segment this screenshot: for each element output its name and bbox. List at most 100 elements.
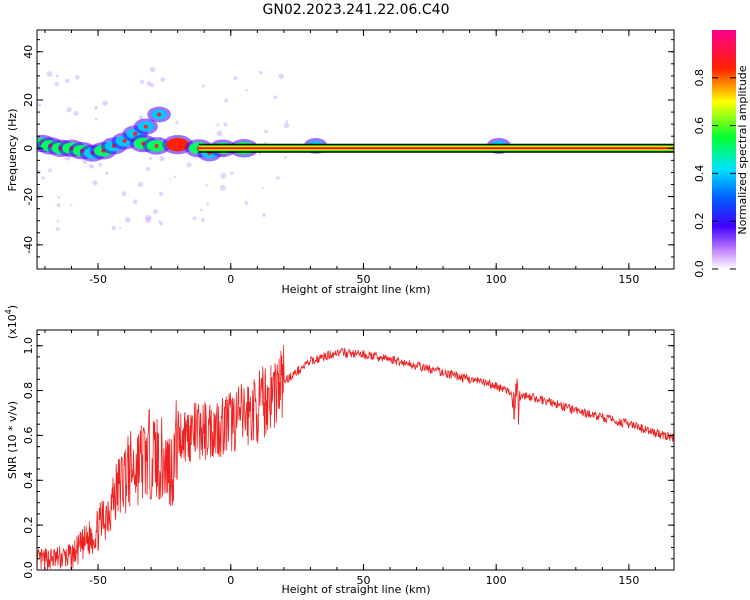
noise-speck	[46, 71, 53, 78]
colorbar: 0.0 0.2 0.4 0.6 0.8 Normalized spectral ampl…	[693, 30, 749, 278]
noise-speck	[55, 74, 59, 78]
snr-series-line	[37, 345, 674, 570]
noise-speck	[278, 73, 284, 79]
noise-speck	[56, 203, 61, 208]
noise-speck	[219, 184, 226, 191]
colorbar-ticks: 0.0 0.2 0.4 0.6 0.8	[693, 69, 736, 278]
colorbar-tick-label: 0.0	[693, 260, 706, 278]
noise-speck	[138, 182, 144, 188]
noise-speck	[223, 122, 228, 127]
noise-speck	[98, 162, 103, 167]
snr-scale-exponent: 4	[4, 309, 13, 314]
y-tick-label: 20	[22, 93, 35, 107]
x-tick-label: 50	[356, 574, 370, 587]
spectral-blob-core	[154, 143, 159, 148]
noise-speck	[124, 216, 131, 223]
x-tick-label: -50	[89, 574, 107, 587]
snr-y-label: SNR (10 * v/v)	[6, 401, 19, 479]
y-tick-label: 0.6	[22, 427, 35, 445]
x-tick-label: 0	[227, 574, 234, 587]
noise-speck	[216, 130, 223, 137]
x-tick-label: 0	[227, 273, 234, 286]
x-tick-label: 100	[486, 574, 507, 587]
snr-frame	[36, 329, 675, 571]
noise-speck	[121, 191, 127, 197]
x-tick-label: -50	[89, 273, 107, 286]
noise-speck	[216, 123, 220, 127]
noise-speck	[224, 98, 229, 103]
y-tick-label: -20	[22, 188, 35, 206]
snr-y-ticks: 0.0 0.2 0.4 0.6 0.8 1.0	[22, 333, 674, 579]
spectrogram-x-ticks: -50 0 50 100 150	[44, 30, 656, 286]
spectral-blob-core	[133, 131, 138, 136]
noise-speck	[284, 156, 287, 159]
x-tick-label: 50	[356, 273, 370, 286]
x-tick-label: 100	[486, 273, 507, 286]
spectrogram-frame	[36, 29, 675, 270]
noise-speck	[70, 203, 73, 206]
noise-speck	[104, 171, 109, 175]
noise-speck	[192, 216, 197, 221]
snr-scale-label: (x104)	[4, 305, 19, 339]
noise-speck	[158, 191, 164, 197]
colorbar-gradient	[712, 30, 736, 269]
noise-speck	[41, 176, 45, 180]
colorbar-tick-label: 0.8	[693, 69, 706, 87]
noise-speck	[245, 88, 248, 92]
y-tick-label: 0	[22, 145, 35, 152]
y-tick-label: 40	[22, 45, 35, 59]
noise-speck	[55, 227, 60, 232]
spectrogram-y-label: Frequency (Hz)	[6, 109, 19, 192]
snr-x-ticks: -50 0 50 100 150	[44, 330, 656, 587]
noise-speck	[261, 187, 265, 190]
noise-speck	[175, 120, 179, 125]
noise-speck	[145, 217, 151, 223]
noise-speck	[233, 76, 238, 81]
y-tick-label: 0.0	[22, 561, 35, 579]
noise-speck	[92, 180, 98, 186]
noise-speck	[149, 66, 156, 73]
noise-speck	[202, 84, 205, 88]
noise-speck	[102, 100, 108, 106]
noise-speck	[73, 110, 79, 116]
noise-speck	[169, 178, 172, 181]
colorbar-tick-label: 0.2	[693, 212, 706, 230]
noise-speck	[146, 81, 152, 87]
noise-speck	[244, 200, 249, 205]
noise-speck	[119, 227, 122, 230]
noise-speck	[173, 175, 177, 179]
noise-speck	[94, 117, 98, 121]
noise-speck	[145, 166, 150, 172]
noise-speck	[57, 195, 60, 199]
noise-speck	[159, 155, 165, 162]
noise-speck	[37, 103, 42, 107]
noise-speck	[94, 106, 98, 110]
spectrogram-x-label: Height of straight line (km)	[281, 283, 430, 296]
svg-text:(x104): (x104)	[4, 305, 19, 339]
spectral-blob-core	[143, 124, 148, 129]
noise-speck	[140, 79, 145, 84]
noise-speck	[186, 162, 192, 168]
y-tick-label: 0.2	[22, 516, 35, 534]
spectral-blob-core	[157, 112, 162, 117]
noise-speck	[230, 171, 234, 176]
noise-speck	[56, 219, 60, 223]
figure-title: GN02.2023.241.22.06.C40	[263, 2, 450, 18]
noise-speck	[111, 225, 116, 231]
noise-speck	[158, 220, 162, 224]
noise-speck	[285, 120, 289, 123]
noise-speck	[65, 78, 70, 84]
noise-speck	[152, 209, 158, 215]
noise-speck	[138, 115, 144, 121]
x-tick-label: 150	[618, 273, 639, 286]
noise-speck	[66, 106, 72, 113]
noise-speck	[220, 172, 227, 179]
noise-speck	[264, 129, 268, 134]
noise-speck	[92, 165, 95, 168]
snr-panel: -50 0 50 100 150 0.0 0.2 0.4 0.6 0.8 1.0 Height o…	[4, 305, 675, 596]
noise-speck	[74, 75, 80, 80]
y-tick-label: 0.8	[22, 382, 35, 400]
y-tick-label: -40	[22, 236, 35, 254]
noise-speck	[48, 168, 52, 173]
spectral-blob-core	[175, 142, 180, 147]
